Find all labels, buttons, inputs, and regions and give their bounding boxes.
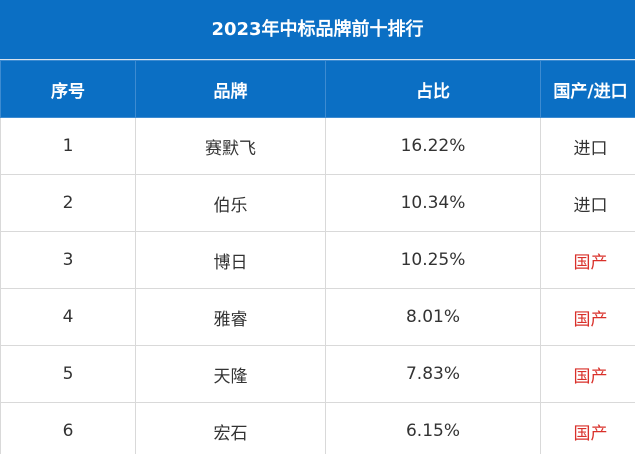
header-cell: 品牌 — [135, 60, 326, 118]
table-row: 4 雅睿 8.01% 国产 — [0, 288, 635, 346]
table-title: 2023年中标品牌前十排行 — [0, 0, 635, 60]
table-cell: 6 — [0, 402, 136, 454]
table-cell: 10.25% — [325, 231, 541, 289]
table-cell: 3 — [0, 231, 136, 289]
table-cell: 16.22% — [325, 117, 541, 175]
table-cell: 赛默飞 — [135, 117, 326, 175]
table-cell: 4 — [0, 288, 136, 346]
table-row: 1 赛默飞 16.22% 进口 — [0, 117, 635, 175]
table-cell: 2 — [0, 174, 136, 232]
table-cell: 国产 — [540, 345, 635, 403]
table-cell: 博日 — [135, 231, 326, 289]
table-cell: 7.83% — [325, 345, 541, 403]
table-cell: 国产 — [540, 288, 635, 346]
table-cell: 天隆 — [135, 345, 326, 403]
table-cell: 进口 — [540, 117, 635, 175]
table-row: 3 博日 10.25% 国产 — [0, 231, 635, 289]
table-cell: 宏石 — [135, 402, 326, 454]
table-cell: 1 — [0, 117, 136, 175]
table-cell: 伯乐 — [135, 174, 326, 232]
table-cell: 6.15% — [325, 402, 541, 454]
header-row: 序号 品牌 占比 国产/进口 — [0, 60, 635, 118]
table-cell: 国产 — [540, 231, 635, 289]
header-cell: 国产/进口 — [540, 60, 635, 118]
table-row: 6 宏石 6.15% 国产 — [0, 402, 635, 454]
table-cell: 10.34% — [325, 174, 541, 232]
table-cell: 进口 — [540, 174, 635, 232]
table-row: 2 伯乐 10.34% 进口 — [0, 174, 635, 232]
table-cell: 8.01% — [325, 288, 541, 346]
table-cell: 国产 — [540, 402, 635, 454]
header-cell: 序号 — [0, 60, 136, 118]
table-cell: 5 — [0, 345, 136, 403]
table-body: 1 赛默飞 16.22% 进口 2 伯乐 10.34% 进口 3 博日 10.25% 国产 4 雅睿 8.0… — [0, 117, 635, 454]
ranking-table: 序号 品牌 占比 国产/进口 1 赛默飞 16.22% 进口 2 伯乐 10.34% 进口 3 博日 10… — [0, 60, 635, 454]
table-row: 5 天隆 7.83% 国产 — [0, 345, 635, 403]
table-cell: 雅睿 — [135, 288, 326, 346]
header-cell: 占比 — [325, 60, 541, 118]
